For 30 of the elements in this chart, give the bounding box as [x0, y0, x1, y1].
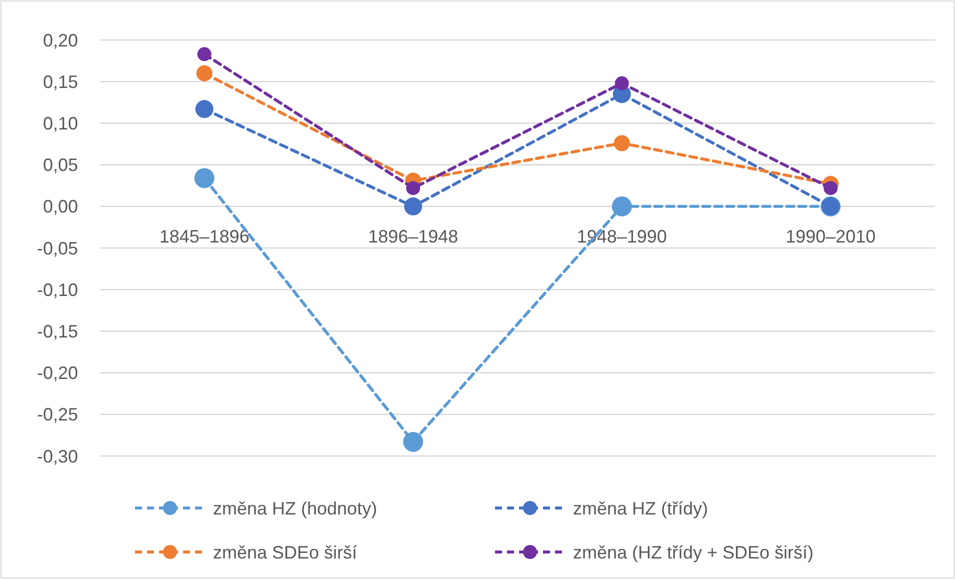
point — [614, 135, 630, 152]
point — [612, 196, 632, 216]
y-tick-label: 0,20 — [42, 30, 78, 50]
point — [614, 76, 629, 90]
y-tick-label: 0,05 — [42, 155, 78, 176]
point — [403, 432, 424, 452]
point — [197, 47, 212, 62]
point — [406, 181, 420, 196]
legend-label: změna HZ (třídy) — [573, 498, 708, 518]
point — [194, 168, 214, 188]
x-tick-label: 1845–1896 — [159, 226, 250, 246]
y-tick-label: -0,15 — [36, 322, 78, 342]
legend-label: změna SDEo širší — [213, 542, 358, 562]
legend-label: změna HZ (hodnoty) — [213, 498, 378, 518]
y-tick-label: -0,30 — [36, 446, 78, 466]
legend-label: změna (HZ třídy + SDEo širší) — [573, 542, 814, 562]
x-tick-label: 1948–1990 — [576, 226, 667, 246]
y-tick-label: 0,15 — [42, 72, 78, 92]
y-tick-label: 0,00 — [42, 196, 78, 217]
point — [195, 100, 214, 118]
x-tick-label: 1896–1948 — [368, 226, 458, 246]
point — [824, 181, 838, 196]
y-tick-label: -0,05 — [36, 238, 78, 258]
point — [404, 197, 422, 216]
x-tick-label: 1990–2010 — [786, 226, 876, 246]
y-tick-label: -0,20 — [36, 363, 78, 384]
y-tick-label: 0,10 — [42, 114, 78, 134]
y-tick-label: -0,10 — [36, 280, 78, 300]
point — [196, 65, 212, 82]
y-tick-label: -0,25 — [36, 404, 78, 425]
